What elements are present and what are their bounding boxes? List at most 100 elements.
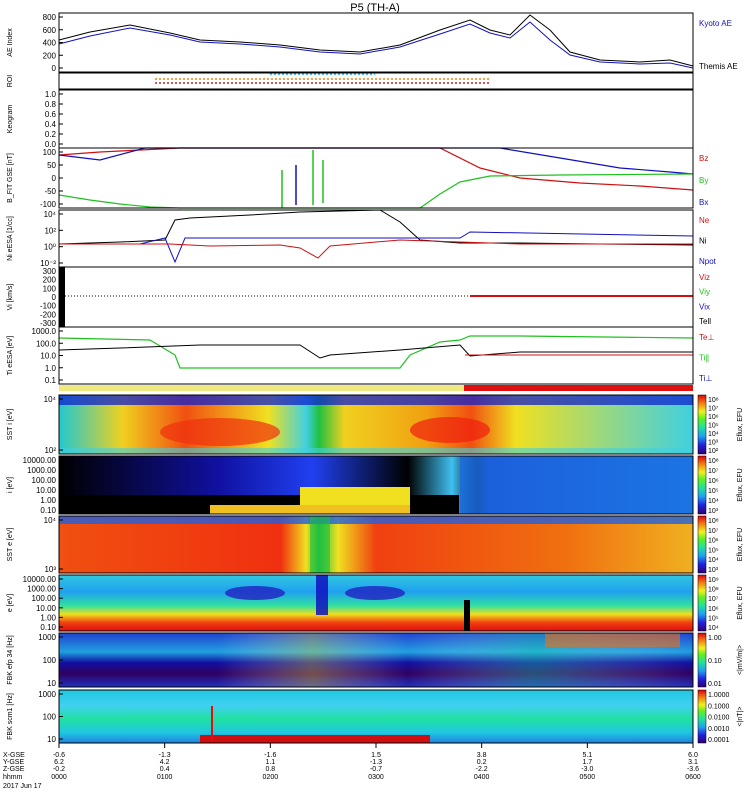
ytick-esa_e: 10.00 [36, 604, 57, 613]
ytick-esa_i: 1000.00 [27, 466, 56, 475]
xaxis-value-t: 0200 [263, 774, 279, 781]
ylabel-roi: ROI [7, 75, 14, 88]
ytick-esa_e: 10000.00 [23, 575, 57, 584]
colorbar-tick: 10⁷ [708, 528, 719, 535]
colorbar-tick: 10⁶ [708, 478, 719, 485]
fbk-bfield-spectrogram [59, 690, 693, 743]
xaxis-value-y: 0.2 [477, 759, 487, 766]
colorbar-tick: 10³ [708, 440, 719, 447]
ytick-bfit: -50 [44, 187, 56, 196]
colorbar-tick: 10⁶ [708, 414, 719, 421]
ylabel-ni: Ni eESA [1/cc] [7, 216, 14, 261]
xaxis-value-z: 0.8 [265, 766, 275, 773]
colorbar-label: Eflux, EFU [737, 468, 744, 501]
ytick-ti: 1000.0 [32, 327, 57, 336]
panel-fills [59, 385, 693, 743]
te-line [58, 344, 693, 359]
colorbar-label: Eflux, EFU [737, 586, 744, 619]
ni-line [58, 209, 694, 246]
ytick-ae: 0 [52, 64, 57, 73]
ytick-bfit: -100 [40, 200, 57, 209]
ytick-ni: 10² [44, 226, 56, 235]
colorbar-tick: 0.0010 [708, 726, 730, 733]
ytick-sst_e: 10³ [44, 565, 56, 574]
colorbar-tick: 1.00 [708, 635, 722, 642]
ytick-vi: 0 [52, 293, 57, 302]
colorbar-tick: 10⁷ [708, 406, 719, 413]
colorbar-tick: 10² [708, 448, 719, 455]
ytick-ti: 100.0 [36, 339, 57, 348]
xaxis-value-y: -1.3 [370, 759, 382, 766]
colorbar-cb-sst-e [697, 515, 707, 574]
colorbar-cb-esa-e [697, 574, 707, 632]
xaxis-value-x: 1.5 [371, 752, 381, 759]
ytick-keogram: 0.2 [45, 130, 57, 139]
xaxis-row-label: X-GSE [3, 752, 25, 759]
colorbar-tick: 0.0100 [708, 715, 730, 722]
ytick-fbk_b: 10 [47, 735, 56, 744]
panel-frames: AE Index8006004002000ROIKeogram1.00.80.6… [7, 12, 694, 744]
ytick-ti: 10.0 [40, 352, 56, 361]
ytick-esa_e: 1000.00 [27, 585, 56, 594]
ytick-fbk_e: 100 [43, 656, 57, 665]
colorbar-tick: 1.0000 [708, 692, 730, 699]
ytick-ni: 10⁴ [44, 210, 57, 219]
ytick-fbk_e: 1000 [38, 633, 56, 642]
line-curves [58, 14, 694, 369]
xaxis-value-z: -2.2 [476, 766, 488, 773]
xaxis-value-x: 5.1 [582, 752, 592, 759]
mode-bar-fast [464, 385, 693, 391]
xaxis-value-z: -0.2 [53, 766, 65, 773]
ytick-vi: -300 [40, 319, 57, 328]
xaxis-row-label: 2017 Jun 17 [3, 783, 42, 790]
ytick-fbk_e: 10 [47, 679, 56, 688]
ytick-bfit: 100 [43, 148, 57, 157]
ytick-esa_e: 100.00 [32, 594, 57, 603]
colorbar-tick: 10⁹ [708, 577, 719, 584]
legend-vi: Viy [699, 288, 710, 297]
colorbar-label: Eflux, EFU [737, 408, 744, 441]
colorbar-tick: 10⁸ [708, 458, 719, 465]
xaxis-value-x: -0.6 [53, 752, 65, 759]
panel-frame-ae [58, 12, 694, 73]
ytick-ti: 0.1 [45, 376, 57, 385]
xaxis-value-x: -1.3 [159, 752, 171, 759]
xaxis-value-t: 0000 [51, 774, 67, 781]
colorbar-tick: 10⁸ [708, 587, 719, 594]
colorbar-label: <|nT|> [737, 707, 744, 727]
by-line [58, 173, 694, 209]
colorbar-label: Eflux, EFU [737, 528, 744, 561]
plot-title: P5 (TH-A) [350, 2, 400, 14]
ti-par-line [58, 335, 694, 369]
themis-ae-line [58, 14, 694, 67]
npot-line [59, 231, 694, 264]
legend-vi: Tell [699, 317, 711, 326]
ytick-fbk_b: 100 [43, 713, 57, 722]
legend-ni: Npot [699, 257, 717, 266]
colorbar-tick: 0.0001 [708, 737, 730, 744]
colorbar-cb-esa-i [697, 455, 707, 515]
xaxis-value-x: 3.8 [477, 752, 487, 759]
panel-frame-bfit [58, 147, 694, 209]
colorbar-tick: 10⁴ [708, 625, 719, 632]
colorbar-tick: 10⁴ [708, 557, 719, 564]
legend-ni: Ne [699, 216, 710, 225]
colorbar-cb-fbk-b [697, 689, 707, 744]
ytick-keogram: 0.0 [45, 140, 57, 149]
ytick-bfit: 0 [52, 174, 57, 183]
legend-bfit: Bz [699, 154, 708, 163]
xaxis-value-t: 0100 [157, 774, 173, 781]
ytick-sst_i: 10² [44, 446, 56, 455]
ytick-keogram: 0.6 [45, 110, 57, 119]
colorbar-tick: 10⁶ [708, 606, 719, 613]
colorbar-tick: 10³ [708, 508, 719, 515]
mode-bar-slow [59, 385, 464, 391]
colorbar-tick: 10⁷ [708, 468, 719, 475]
panel-frame-keogram [58, 89, 694, 149]
xaxis-row-label: hhmm [3, 774, 23, 781]
legend-bfit: Bx [699, 198, 708, 207]
panel-frame-esa_e [58, 574, 694, 632]
colorbar-tick: 10⁷ [708, 596, 719, 603]
